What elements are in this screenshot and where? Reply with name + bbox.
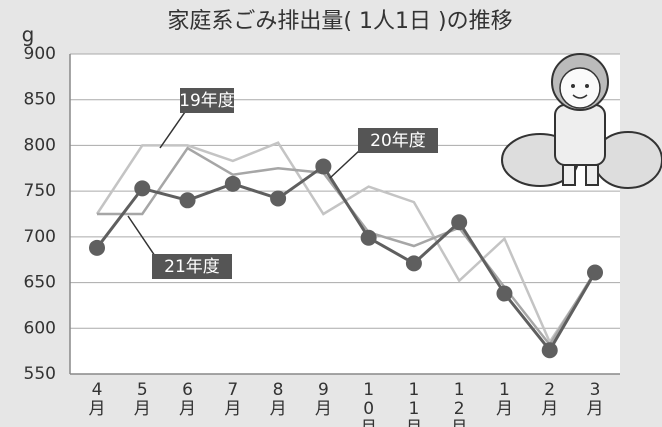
y-tick-label: 850 (24, 90, 56, 110)
x-tick-label: 10月 (360, 380, 377, 427)
x-tick-label: 1月 (495, 380, 513, 419)
y-tick-label: 700 (24, 227, 56, 247)
x-tick-label: 8月 (269, 380, 287, 419)
x-tick-label: 2月 (541, 380, 559, 419)
data-point (270, 190, 287, 207)
y-tick-label: 750 (24, 181, 56, 201)
data-point (541, 342, 558, 359)
leader-line (329, 149, 361, 179)
legend-label: 19年度 (179, 91, 235, 111)
x-tick-label: 4月 (88, 380, 106, 419)
y-tick-label: 900 (24, 44, 56, 64)
x-tick-label: 12月 (451, 380, 468, 427)
data-point (405, 255, 422, 272)
plot-area (70, 54, 620, 374)
chart-title: 家庭系ごみ排出量( 1人1日 )の推移 (167, 9, 512, 34)
data-point (134, 180, 151, 197)
x-tick-label: 5月 (133, 380, 151, 419)
x-tick-label: 9月 (314, 380, 332, 419)
legend-label: 20年度 (370, 131, 426, 151)
data-point (315, 158, 332, 175)
x-tick-label: 7月 (224, 380, 242, 419)
illustration (501, 53, 662, 189)
y-axis-label: g (22, 23, 35, 47)
data-point (179, 192, 196, 209)
y-tick-label: 600 (24, 318, 56, 338)
x-tick-label: 3月 (586, 380, 604, 419)
legend-label: 21年度 (164, 257, 220, 277)
y-tick-label: 650 (24, 273, 56, 293)
legend-box (152, 254, 232, 279)
data-point (496, 285, 513, 302)
legend-box (358, 128, 438, 153)
x-tick-label: 6月 (179, 380, 197, 419)
legend-box (180, 88, 234, 113)
data-point (451, 214, 468, 231)
y-tick-label: 800 (24, 135, 56, 155)
leader-line (127, 215, 156, 257)
data-point (360, 229, 377, 246)
data-point (587, 264, 603, 281)
y-tick-label: 550 (24, 364, 56, 384)
x-tick-label: 11月 (405, 380, 422, 427)
data-point (224, 175, 241, 192)
leader-line (159, 111, 186, 149)
data-point (89, 239, 105, 256)
